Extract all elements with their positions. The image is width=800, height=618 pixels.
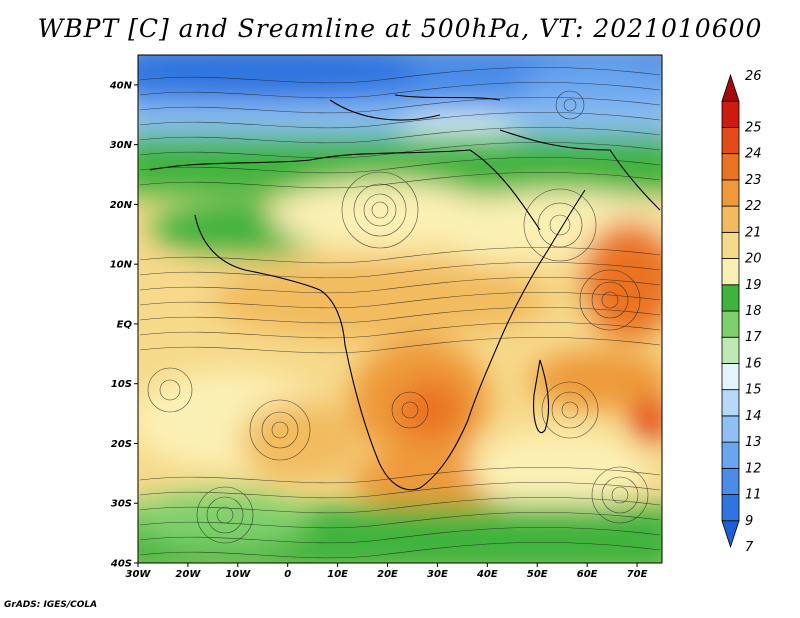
colorbar-swatch bbox=[721, 363, 740, 391]
colorbar-label: 20 bbox=[745, 252, 762, 267]
lat-tick-label: 20S bbox=[111, 439, 132, 450]
colorbar-swatch bbox=[721, 415, 740, 443]
lon-tick-label: 10W bbox=[225, 569, 251, 580]
colorbar-swatch bbox=[721, 336, 740, 364]
colorbar-label: 19 bbox=[745, 278, 762, 293]
colorbar-label: 13 bbox=[745, 435, 762, 450]
colorbar-label: 12 bbox=[745, 461, 762, 476]
colorbar-label: 18 bbox=[745, 304, 762, 319]
colorbar-label: 24 bbox=[745, 147, 762, 162]
lat-tick-label: 10N bbox=[110, 260, 133, 271]
lon-tick-label: 30E bbox=[427, 569, 448, 580]
colorbar-top-arrow bbox=[721, 73, 740, 102]
latitude-axis: 40N 30N 20N 10N EQ 10S 20S 30S 40S bbox=[109, 80, 138, 570]
plot-frame bbox=[137, 54, 663, 564]
colorbar-swatch bbox=[721, 284, 740, 312]
lon-tick-label: 30W bbox=[126, 569, 152, 580]
grads-credit: GrADS: IGES/COLA bbox=[4, 600, 98, 610]
lon-tick-label: 20W bbox=[175, 569, 201, 580]
colorbar-swatch bbox=[721, 258, 740, 286]
map-title: WBPT [C] and Sreamline at 500hPa, VT: 20… bbox=[37, 14, 763, 43]
lon-tick-label: 50E bbox=[527, 569, 548, 580]
wbpt-field bbox=[138, 55, 662, 563]
colorbar-label: 14 bbox=[745, 409, 762, 424]
colorbar-label: 15 bbox=[745, 383, 762, 398]
colorbar-swatch bbox=[721, 127, 740, 155]
colorbar-label: 9 bbox=[745, 514, 753, 529]
colorbar-swatch bbox=[721, 100, 740, 128]
colorbar-label: 16 bbox=[745, 356, 762, 371]
colorbar-label: 22 bbox=[745, 199, 762, 214]
streamlines bbox=[139, 67, 661, 559]
longitude-axis: 30W 20W 10W 0 10E 20E 30E 40E 50E 60E 70E bbox=[126, 563, 648, 580]
lat-tick-label: 40S bbox=[110, 559, 132, 570]
colorbar-label: 21 bbox=[745, 225, 762, 240]
lon-tick-label: 10E bbox=[327, 569, 348, 580]
coastlines bbox=[149, 94, 661, 491]
lat-tick-label: 30S bbox=[111, 499, 132, 510]
colorbar-swatch bbox=[721, 310, 740, 338]
colorbar-bottom-arrow bbox=[721, 520, 740, 549]
colorbar-swatch bbox=[721, 205, 740, 233]
colorbar-swatch bbox=[721, 153, 740, 181]
colorbar-label: 7 bbox=[745, 540, 754, 555]
colorbar-label: 23 bbox=[745, 173, 762, 188]
lon-tick-label: 70E bbox=[627, 569, 648, 580]
colorbar-label: 17 bbox=[745, 330, 762, 345]
lon-tick-label: 0 bbox=[284, 569, 291, 580]
colorbar-swatch bbox=[721, 231, 740, 259]
colorbar-swatch bbox=[721, 441, 740, 469]
lon-tick-label: 40E bbox=[476, 569, 498, 580]
colorbar-swatch bbox=[721, 467, 740, 495]
colorbar-swatch bbox=[721, 389, 740, 417]
colorbar-label: 25 bbox=[745, 120, 762, 135]
lon-tick-label: 20E bbox=[377, 569, 398, 580]
lon-tick-label: 60E bbox=[577, 569, 598, 580]
colorbar-swatch bbox=[721, 179, 740, 207]
colorbar: 7 9 11 12 13 14 15 16 17 18 19 20 21 22 23 24 25 26 bbox=[721, 69, 762, 555]
lat-tick-label: EQ bbox=[117, 319, 133, 330]
lat-tick-label: 30N bbox=[110, 140, 133, 151]
colorbar-label: 26 bbox=[745, 69, 762, 84]
colorbar-label: 11 bbox=[745, 488, 762, 503]
lat-tick-label: 10S bbox=[111, 379, 132, 390]
colorbar-swatch bbox=[721, 494, 740, 522]
lat-tick-label: 40N bbox=[109, 80, 133, 91]
lat-tick-label: 20N bbox=[110, 200, 133, 211]
